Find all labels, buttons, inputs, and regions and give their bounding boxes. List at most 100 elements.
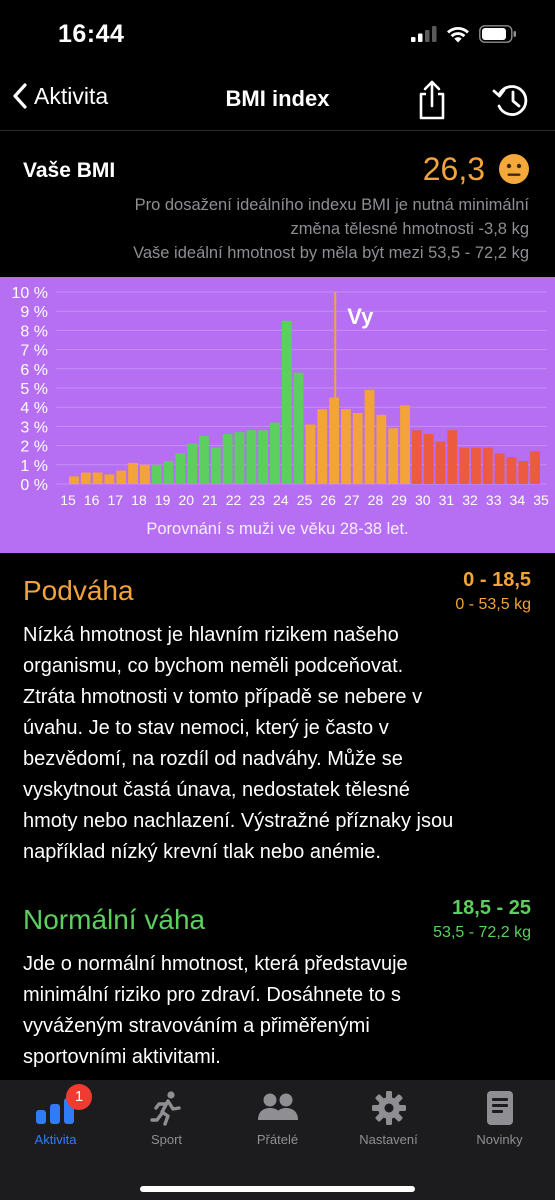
underweight-description-line: vyskytnout častá únava, nedostatek těles…	[23, 779, 410, 801]
document-icon	[486, 1091, 513, 1125]
chart-bar	[116, 470, 127, 484]
normal-weight-description-line: minimální riziko pro zdraví. Dosáhnete t…	[23, 984, 401, 1006]
chart-bar	[459, 447, 470, 484]
back-button[interactable]: Aktivita	[12, 82, 108, 110]
x-tick-label: 26	[320, 492, 336, 508]
underweight-description-line: bezvědomí, na rozdíl od nadváhy. Může se	[23, 748, 403, 770]
underweight-description-line: Nízká hmotnost je hlavním rizikem našeho	[23, 624, 399, 646]
runner-icon	[149, 1091, 181, 1126]
chart-bar	[270, 422, 280, 484]
bmi-description-line: Pro dosažení ideálního indexu BMI je nut…	[134, 196, 529, 214]
status-time: 16:44	[58, 20, 125, 48]
y-tick-label: 10 %	[12, 285, 48, 302]
bmi-histogram: Vy 0 % 1 % 2 % 3 % 4 % 5 % 6 % 7 % 8 % 9 % 10 % 15 1…	[12, 285, 549, 508]
share-button[interactable]	[414, 78, 450, 122]
chart-bar	[222, 434, 233, 484]
y-tick-label: 3 %	[20, 419, 48, 436]
x-tick-label: 27	[344, 492, 360, 508]
underweight-title: Podváha	[23, 575, 134, 606]
normal-weight-title: Normální váha	[23, 904, 206, 935]
bmi-description-line: Vaše ideální hmotnost by měla být mezi 5…	[133, 244, 529, 262]
y-tick-label: 6 %	[20, 362, 48, 379]
header-divider	[0, 130, 555, 131]
x-tick-label: 33	[486, 492, 502, 508]
x-tick-label: 18	[131, 492, 147, 508]
home-indicator	[140, 1186, 415, 1192]
x-tick-label: 21	[202, 492, 218, 508]
underweight-description-line: úvahu. Je to stav nemoci, který je často…	[23, 717, 389, 739]
y-tick-label: 8 %	[20, 323, 48, 340]
normal-weight-description-line: Jde o normální hmotnost, která představu…	[23, 953, 408, 975]
cellular-signal-icon	[411, 26, 437, 42]
status-bar: 16:44	[0, 0, 555, 72]
navigation-bar: Aktivita BMI index	[0, 72, 555, 128]
underweight-description-line: například nízký krevní tlak nebo anémie.	[23, 841, 381, 863]
chart-bar	[506, 457, 517, 484]
battery-icon	[479, 25, 516, 43]
tab-friends[interactable]: Přátelé	[222, 1090, 333, 1150]
y-tick-label: 0 %	[20, 477, 48, 494]
tab-settings[interactable]: Nastavení	[333, 1090, 444, 1150]
chart-bar	[447, 430, 458, 484]
normal-bmi-range: 18,5 - 25	[452, 897, 531, 919]
x-tick-label: 29	[391, 492, 407, 508]
x-tick-label: 15	[60, 492, 76, 508]
tab-activity[interactable]: 1 Aktivita	[0, 1084, 111, 1150]
underweight-description-line: Ztráta hmotnosti v tomto případě se nebe…	[23, 686, 423, 708]
underweight-section: Podváha 0 - 18,5 0 - 53,5 kg Nízká hmotn…	[0, 553, 555, 883]
y-tick-label: 5 %	[20, 381, 48, 398]
chart-bar	[352, 412, 363, 484]
chart-bar	[234, 432, 245, 484]
x-tick-label: 32	[462, 492, 478, 508]
status-icons	[411, 25, 517, 43]
chart-bar	[305, 424, 316, 484]
underweight-description-line: hmoty nebo nachlazení. Výstražné příznak…	[23, 810, 454, 832]
chart-bar	[199, 436, 209, 484]
x-tick-label: 20	[178, 492, 194, 508]
chart-bar	[246, 430, 257, 484]
normal-weight-description: Jde o normální hmotnost, která představu…	[23, 949, 533, 1073]
chart-bar	[163, 460, 174, 484]
gear-icon	[371, 1091, 406, 1125]
normal-weight-range: 53,5 - 72,2 kg	[433, 924, 531, 941]
x-tick-label: 19	[155, 492, 171, 508]
normal-weight-description-line: sportovními aktivitami.	[23, 1046, 221, 1068]
bmi-description-line: změna tělesné hmotnosti -3,8 kg	[290, 220, 529, 238]
neutral-face-icon	[499, 154, 529, 184]
chart-bar	[471, 447, 481, 484]
chart-bar	[175, 453, 186, 484]
chart-bar	[281, 320, 292, 484]
history-button[interactable]	[492, 78, 532, 122]
underweight-weight-range: 0 - 53,5 kg	[455, 596, 531, 613]
notification-badge: 1	[66, 1084, 92, 1110]
chart-bar	[104, 474, 115, 484]
tab-news-label: Novinky	[476, 1132, 523, 1147]
y-tick-label: 2 %	[20, 439, 48, 456]
chart-bar	[92, 472, 103, 484]
history-clock-icon	[492, 85, 528, 116]
y-tick-label: 4 %	[20, 400, 48, 417]
y-tick-label: 1 %	[20, 458, 48, 475]
chart-bar	[518, 460, 529, 484]
tab-friends-label: Přátelé	[256, 1132, 299, 1147]
bmi-label: Vaše BMI	[23, 159, 116, 182]
chart-bar	[329, 397, 339, 484]
x-tick-label: 35	[533, 492, 549, 508]
chart-bar	[293, 372, 304, 484]
chart-bar	[423, 434, 434, 484]
x-tick-label: 16	[84, 492, 100, 508]
chart-caption: Porovnání s muži ve věku 28-38 let.	[146, 520, 409, 538]
underweight-description-line: organismu, co bychom neměli podceňovat.	[23, 655, 404, 677]
chart-bar	[482, 447, 493, 484]
x-tick-label: 31	[439, 492, 455, 508]
x-tick-label: 17	[108, 492, 124, 508]
tab-sport-label: Sport	[150, 1132, 183, 1147]
tab-activity-label: Aktivita	[34, 1132, 77, 1147]
tab-news[interactable]: Novinky	[444, 1090, 555, 1150]
tab-sport[interactable]: Sport	[111, 1090, 222, 1150]
normal-weight-section: Normální váha 18,5 - 25 53,5 - 72,2 kg J…	[0, 883, 555, 1080]
chart-bar	[151, 464, 162, 484]
chart-bar	[128, 462, 138, 484]
chart-bar	[340, 409, 351, 484]
bmi-summary-card: Vaše BMI 26,3 Pro dosažení ideálního ind…	[0, 131, 555, 277]
